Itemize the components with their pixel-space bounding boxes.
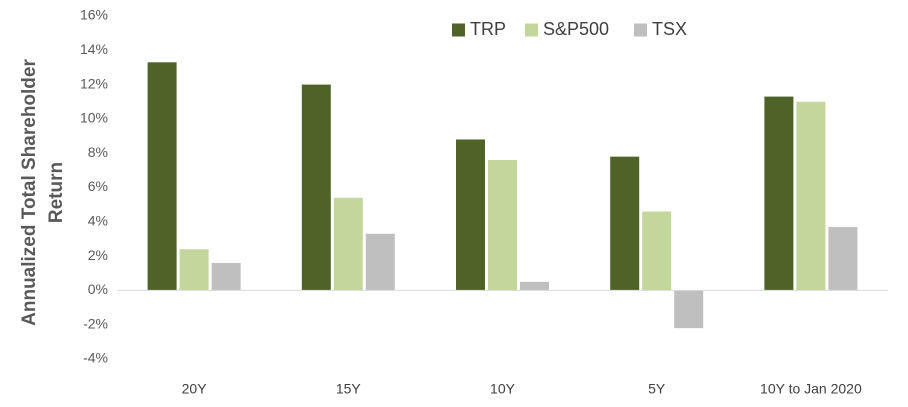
y-tick-label: -2% bbox=[83, 315, 108, 331]
x-category-label: 20Y bbox=[182, 381, 208, 397]
x-category-label: 10Y to Jan 2020 bbox=[760, 381, 862, 397]
bar-tsx-5y bbox=[674, 290, 704, 329]
x-category-label: 15Y bbox=[336, 381, 362, 397]
y-tick-label: 14% bbox=[80, 41, 108, 57]
y-tick-label: 8% bbox=[88, 144, 108, 160]
y-axis-title-line: Return bbox=[46, 162, 67, 223]
y-axis-ticks: -4% -2% 0% 2% 4% 6% 8% 10% 12% 14% 16% bbox=[80, 7, 108, 366]
bar-sp500-10y-to-jan-2020 bbox=[796, 101, 826, 291]
legend-label: S&P500 bbox=[543, 19, 609, 39]
bar-trp-20y bbox=[147, 62, 177, 291]
legend-swatch bbox=[525, 23, 538, 37]
bar-trp-10y-to-jan-2020 bbox=[764, 96, 794, 291]
legend: TRP S&P500 TSX bbox=[452, 19, 687, 39]
bar-sp500-5y bbox=[642, 211, 672, 291]
bar-sp500-15y bbox=[333, 197, 363, 291]
y-tick-label: 10% bbox=[80, 110, 108, 126]
legend-label: TRP bbox=[470, 19, 506, 39]
y-tick-label: 0% bbox=[88, 281, 108, 297]
y-tick-label: 4% bbox=[88, 213, 108, 229]
bar-sp500-10y bbox=[488, 160, 517, 291]
bar-tsx-20y bbox=[211, 262, 241, 291]
bar-trp-10y bbox=[456, 139, 485, 291]
bar-trp-15y bbox=[301, 84, 331, 291]
bar-sp500-20y bbox=[179, 249, 209, 291]
y-tick-label: 12% bbox=[80, 75, 108, 91]
y-tick-label: 6% bbox=[88, 178, 108, 194]
y-tick-label: 2% bbox=[88, 247, 108, 263]
x-category-label: 5Y bbox=[648, 381, 666, 397]
y-axis-title: Annualized Total Shareholder Return bbox=[19, 59, 67, 326]
y-tick-label: -4% bbox=[83, 350, 108, 366]
bars bbox=[147, 62, 858, 329]
x-axis-labels: 20Y 15Y 10Y 5Y 10Y to Jan 2020 bbox=[182, 381, 862, 397]
y-tick-label: 16% bbox=[80, 7, 108, 23]
y-axis-title-line: Annualized Total Shareholder bbox=[19, 59, 40, 326]
bar-tsx-10y-to-jan-2020 bbox=[828, 226, 858, 291]
x-category-label: 10Y bbox=[490, 381, 516, 397]
bar-trp-5y bbox=[610, 156, 640, 291]
legend-swatch bbox=[634, 23, 647, 37]
legend-swatch bbox=[452, 23, 465, 37]
bar-tsx-10y bbox=[520, 281, 549, 291]
bar-tsx-15y bbox=[365, 233, 395, 291]
legend-label: TSX bbox=[652, 19, 687, 39]
